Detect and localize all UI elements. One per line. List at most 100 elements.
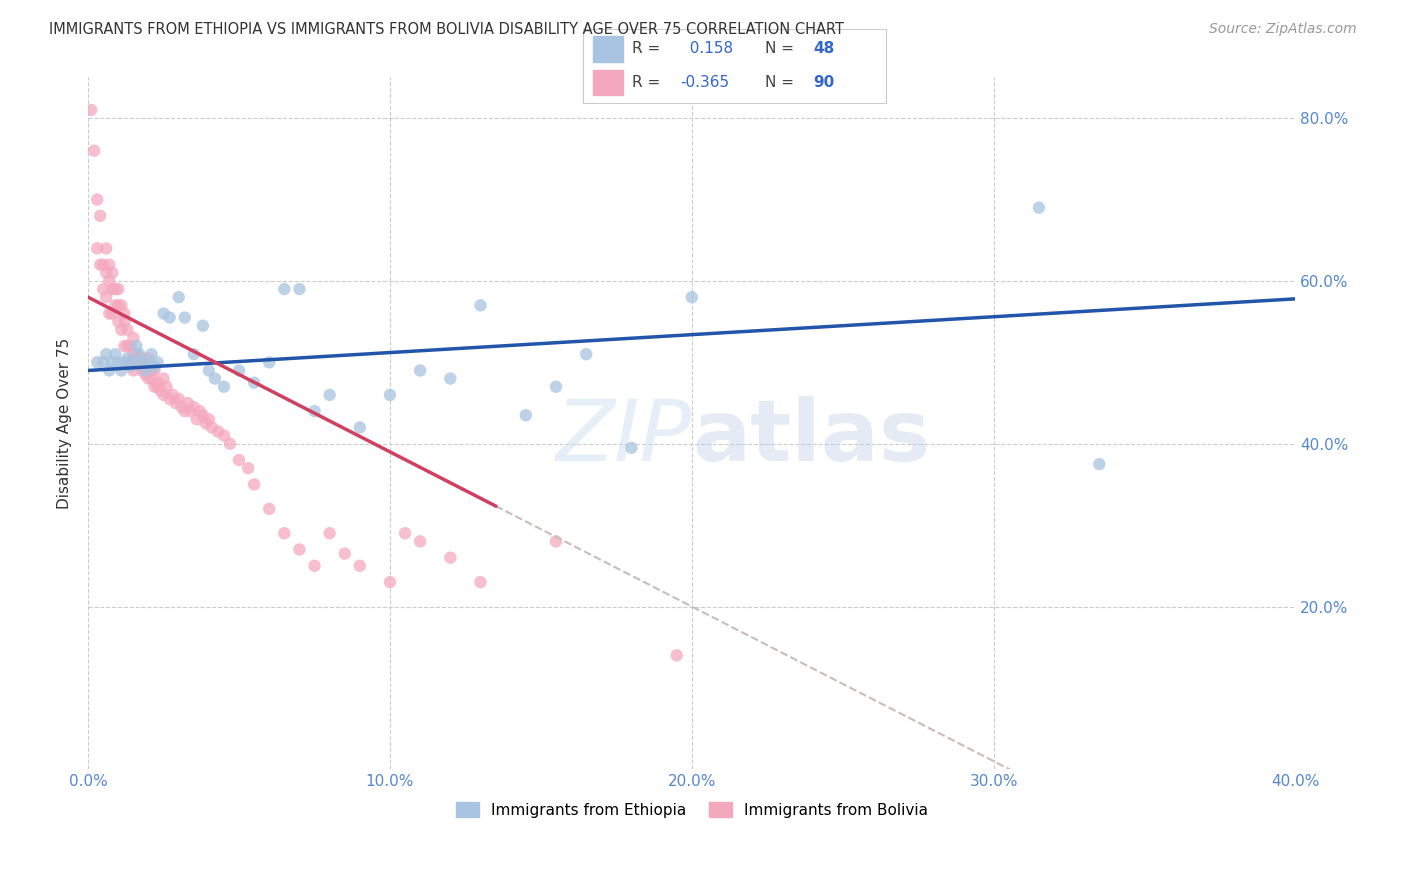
Point	[378, 388, 401, 402]
Point	[1028, 201, 1050, 215]
Point	[470, 298, 492, 312]
Point	[146, 355, 169, 369]
Point	[128, 347, 150, 361]
Point	[212, 380, 235, 394]
Point	[167, 290, 190, 304]
Text: -0.365: -0.365	[681, 75, 730, 89]
Point	[125, 351, 148, 366]
Point	[243, 477, 266, 491]
Point	[515, 409, 537, 423]
Point	[131, 363, 153, 377]
Point	[219, 436, 242, 450]
Point	[304, 404, 326, 418]
Point	[159, 392, 181, 406]
Point	[304, 558, 326, 573]
Point	[333, 547, 356, 561]
Point	[665, 648, 688, 663]
Point	[98, 274, 121, 288]
Point	[110, 323, 132, 337]
Point	[318, 526, 340, 541]
Point	[117, 323, 139, 337]
Bar	[592, 36, 623, 62]
Point	[138, 355, 160, 369]
Point	[257, 501, 280, 516]
Point	[409, 534, 432, 549]
Point	[86, 193, 108, 207]
Point	[349, 420, 371, 434]
Point	[318, 388, 340, 402]
Point	[89, 209, 111, 223]
Text: R =: R =	[631, 41, 665, 56]
Point	[125, 347, 148, 361]
Point	[110, 363, 132, 377]
Point	[228, 363, 250, 377]
Text: R =: R =	[631, 75, 665, 89]
Point	[101, 306, 124, 320]
Point	[112, 306, 135, 320]
Point	[188, 404, 211, 418]
Point	[112, 315, 135, 329]
Point	[112, 339, 135, 353]
Point	[191, 318, 214, 333]
Point	[91, 282, 114, 296]
Point	[101, 282, 124, 296]
Point	[141, 347, 163, 361]
Point	[156, 380, 179, 394]
Point	[243, 376, 266, 390]
Text: atlas: atlas	[692, 396, 929, 479]
Y-axis label: Disability Age Over 75: Disability Age Over 75	[58, 338, 72, 509]
Text: N =: N =	[765, 41, 799, 56]
Point	[122, 363, 145, 377]
Point	[257, 355, 280, 369]
Point	[107, 355, 129, 369]
Point	[409, 363, 432, 377]
Point	[107, 315, 129, 329]
Text: N =: N =	[765, 75, 799, 89]
Point	[122, 347, 145, 361]
Point	[620, 441, 643, 455]
Point	[170, 400, 193, 414]
Point	[83, 144, 105, 158]
Point	[122, 331, 145, 345]
Point	[107, 298, 129, 312]
Point	[120, 359, 142, 374]
Point	[91, 355, 114, 369]
Point	[152, 306, 174, 320]
Point	[138, 351, 160, 366]
Point	[1088, 457, 1111, 471]
Point	[128, 355, 150, 369]
Point	[141, 371, 163, 385]
Point	[101, 266, 124, 280]
Point	[143, 363, 166, 377]
Point	[198, 363, 221, 377]
Point	[138, 371, 160, 385]
Point	[120, 355, 142, 369]
Point	[86, 241, 108, 255]
Point	[152, 388, 174, 402]
Point	[110, 298, 132, 312]
Point	[288, 542, 311, 557]
Point	[544, 380, 567, 394]
Point	[117, 339, 139, 353]
Point	[212, 428, 235, 442]
Text: Source: ZipAtlas.com: Source: ZipAtlas.com	[1209, 22, 1357, 37]
Point	[180, 404, 202, 418]
Point	[394, 526, 416, 541]
Point	[134, 368, 156, 382]
Text: IMMIGRANTS FROM ETHIOPIA VS IMMIGRANTS FROM BOLIVIA DISABILITY AGE OVER 75 CORRE: IMMIGRANTS FROM ETHIOPIA VS IMMIGRANTS F…	[49, 22, 844, 37]
Text: 48: 48	[813, 41, 835, 56]
Legend: Immigrants from Ethiopia, Immigrants from Bolivia: Immigrants from Ethiopia, Immigrants fro…	[450, 796, 934, 824]
Point	[191, 409, 214, 423]
Point	[204, 371, 226, 385]
Point	[134, 363, 156, 377]
Point	[575, 347, 598, 361]
Point	[228, 453, 250, 467]
Point	[122, 355, 145, 369]
Point	[201, 420, 224, 434]
Point	[183, 400, 205, 414]
Text: ZIP: ZIP	[555, 396, 692, 479]
Point	[131, 351, 153, 366]
Point	[162, 388, 184, 402]
Point	[378, 575, 401, 590]
Point	[183, 347, 205, 361]
